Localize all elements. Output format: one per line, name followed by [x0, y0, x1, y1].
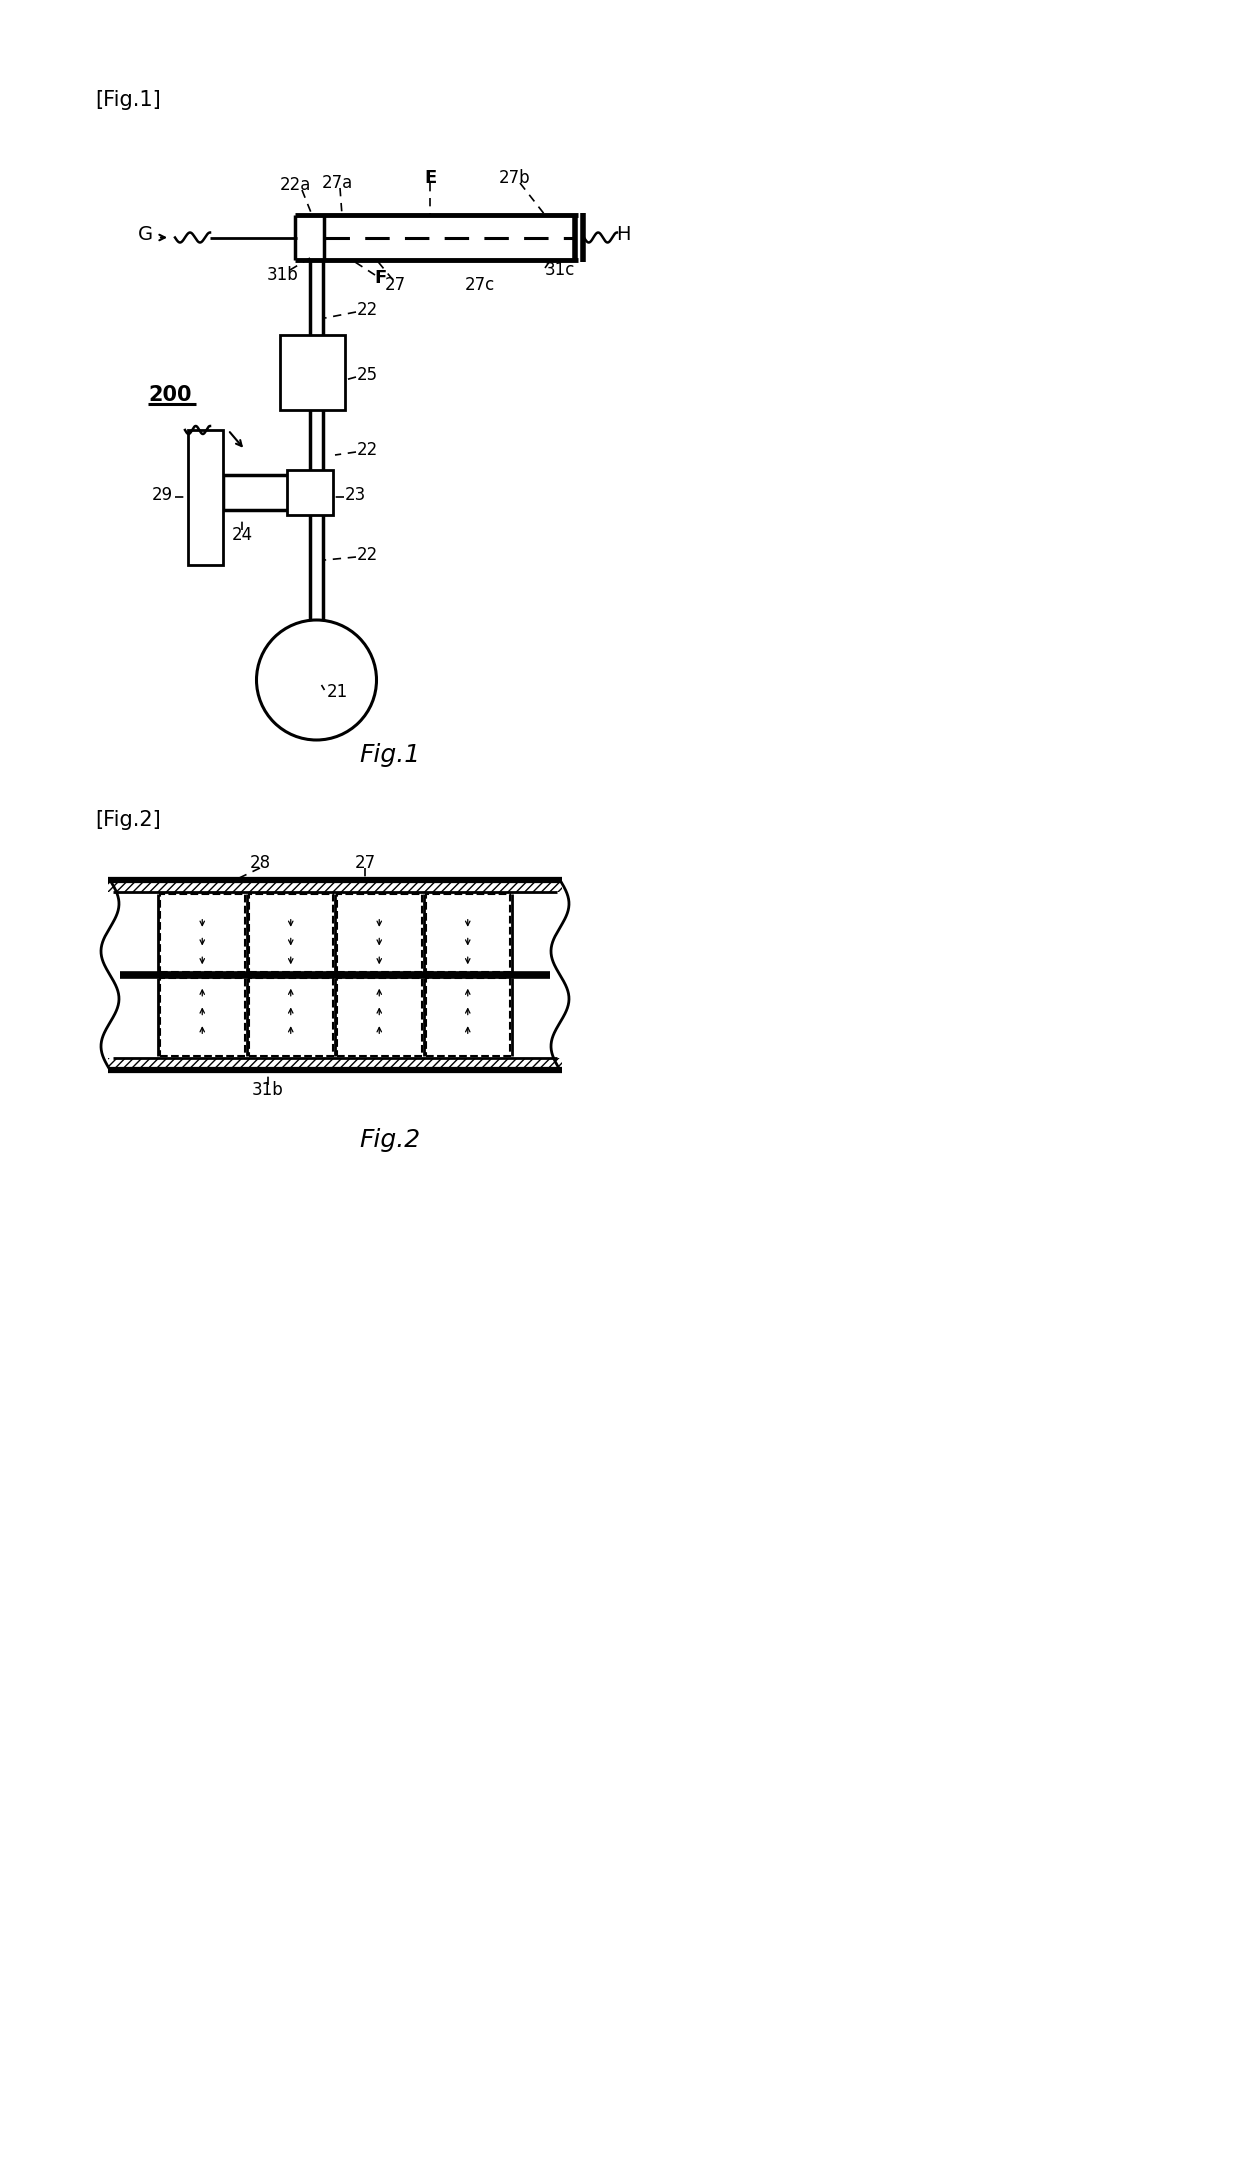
Text: 31b: 31b: [267, 266, 299, 283]
Text: G: G: [138, 225, 153, 244]
Bar: [425, 977, 510, 1055]
Bar: [280, 335, 345, 411]
Text: 27a: 27a: [321, 173, 352, 192]
Text: 28: 28: [249, 854, 270, 871]
Bar: [337, 895, 422, 973]
Text: 27: 27: [384, 277, 405, 294]
Text: 22: 22: [357, 547, 378, 564]
Bar: [108, 1057, 562, 1070]
Text: 21: 21: [326, 683, 347, 700]
Text: 29: 29: [151, 486, 172, 504]
Text: 22: 22: [357, 301, 378, 320]
Text: Fig.2: Fig.2: [360, 1129, 420, 1152]
Text: 31b: 31b: [252, 1081, 284, 1098]
Bar: [108, 880, 562, 893]
Bar: [160, 895, 244, 973]
Text: 23: 23: [345, 486, 366, 504]
Text: 27: 27: [355, 854, 376, 871]
Text: Fig.1: Fig.1: [360, 744, 420, 768]
Text: 24: 24: [232, 525, 253, 545]
Text: 200: 200: [149, 385, 192, 404]
Bar: [188, 430, 223, 564]
Bar: [286, 469, 334, 515]
Bar: [248, 977, 334, 1055]
Text: [Fig.2]: [Fig.2]: [95, 811, 161, 830]
Text: 22a: 22a: [279, 175, 311, 195]
Bar: [160, 977, 244, 1055]
Text: [Fig.1]: [Fig.1]: [95, 91, 161, 110]
Text: 31c: 31c: [546, 262, 575, 279]
Bar: [248, 895, 334, 973]
Text: 22: 22: [357, 441, 378, 458]
Bar: [337, 977, 422, 1055]
Text: E: E: [424, 169, 436, 186]
Text: 27b: 27b: [500, 169, 531, 186]
Text: 27c: 27c: [465, 277, 495, 294]
Text: 25: 25: [357, 365, 378, 385]
Bar: [425, 895, 510, 973]
Text: H: H: [616, 225, 630, 244]
Text: F: F: [374, 268, 386, 288]
